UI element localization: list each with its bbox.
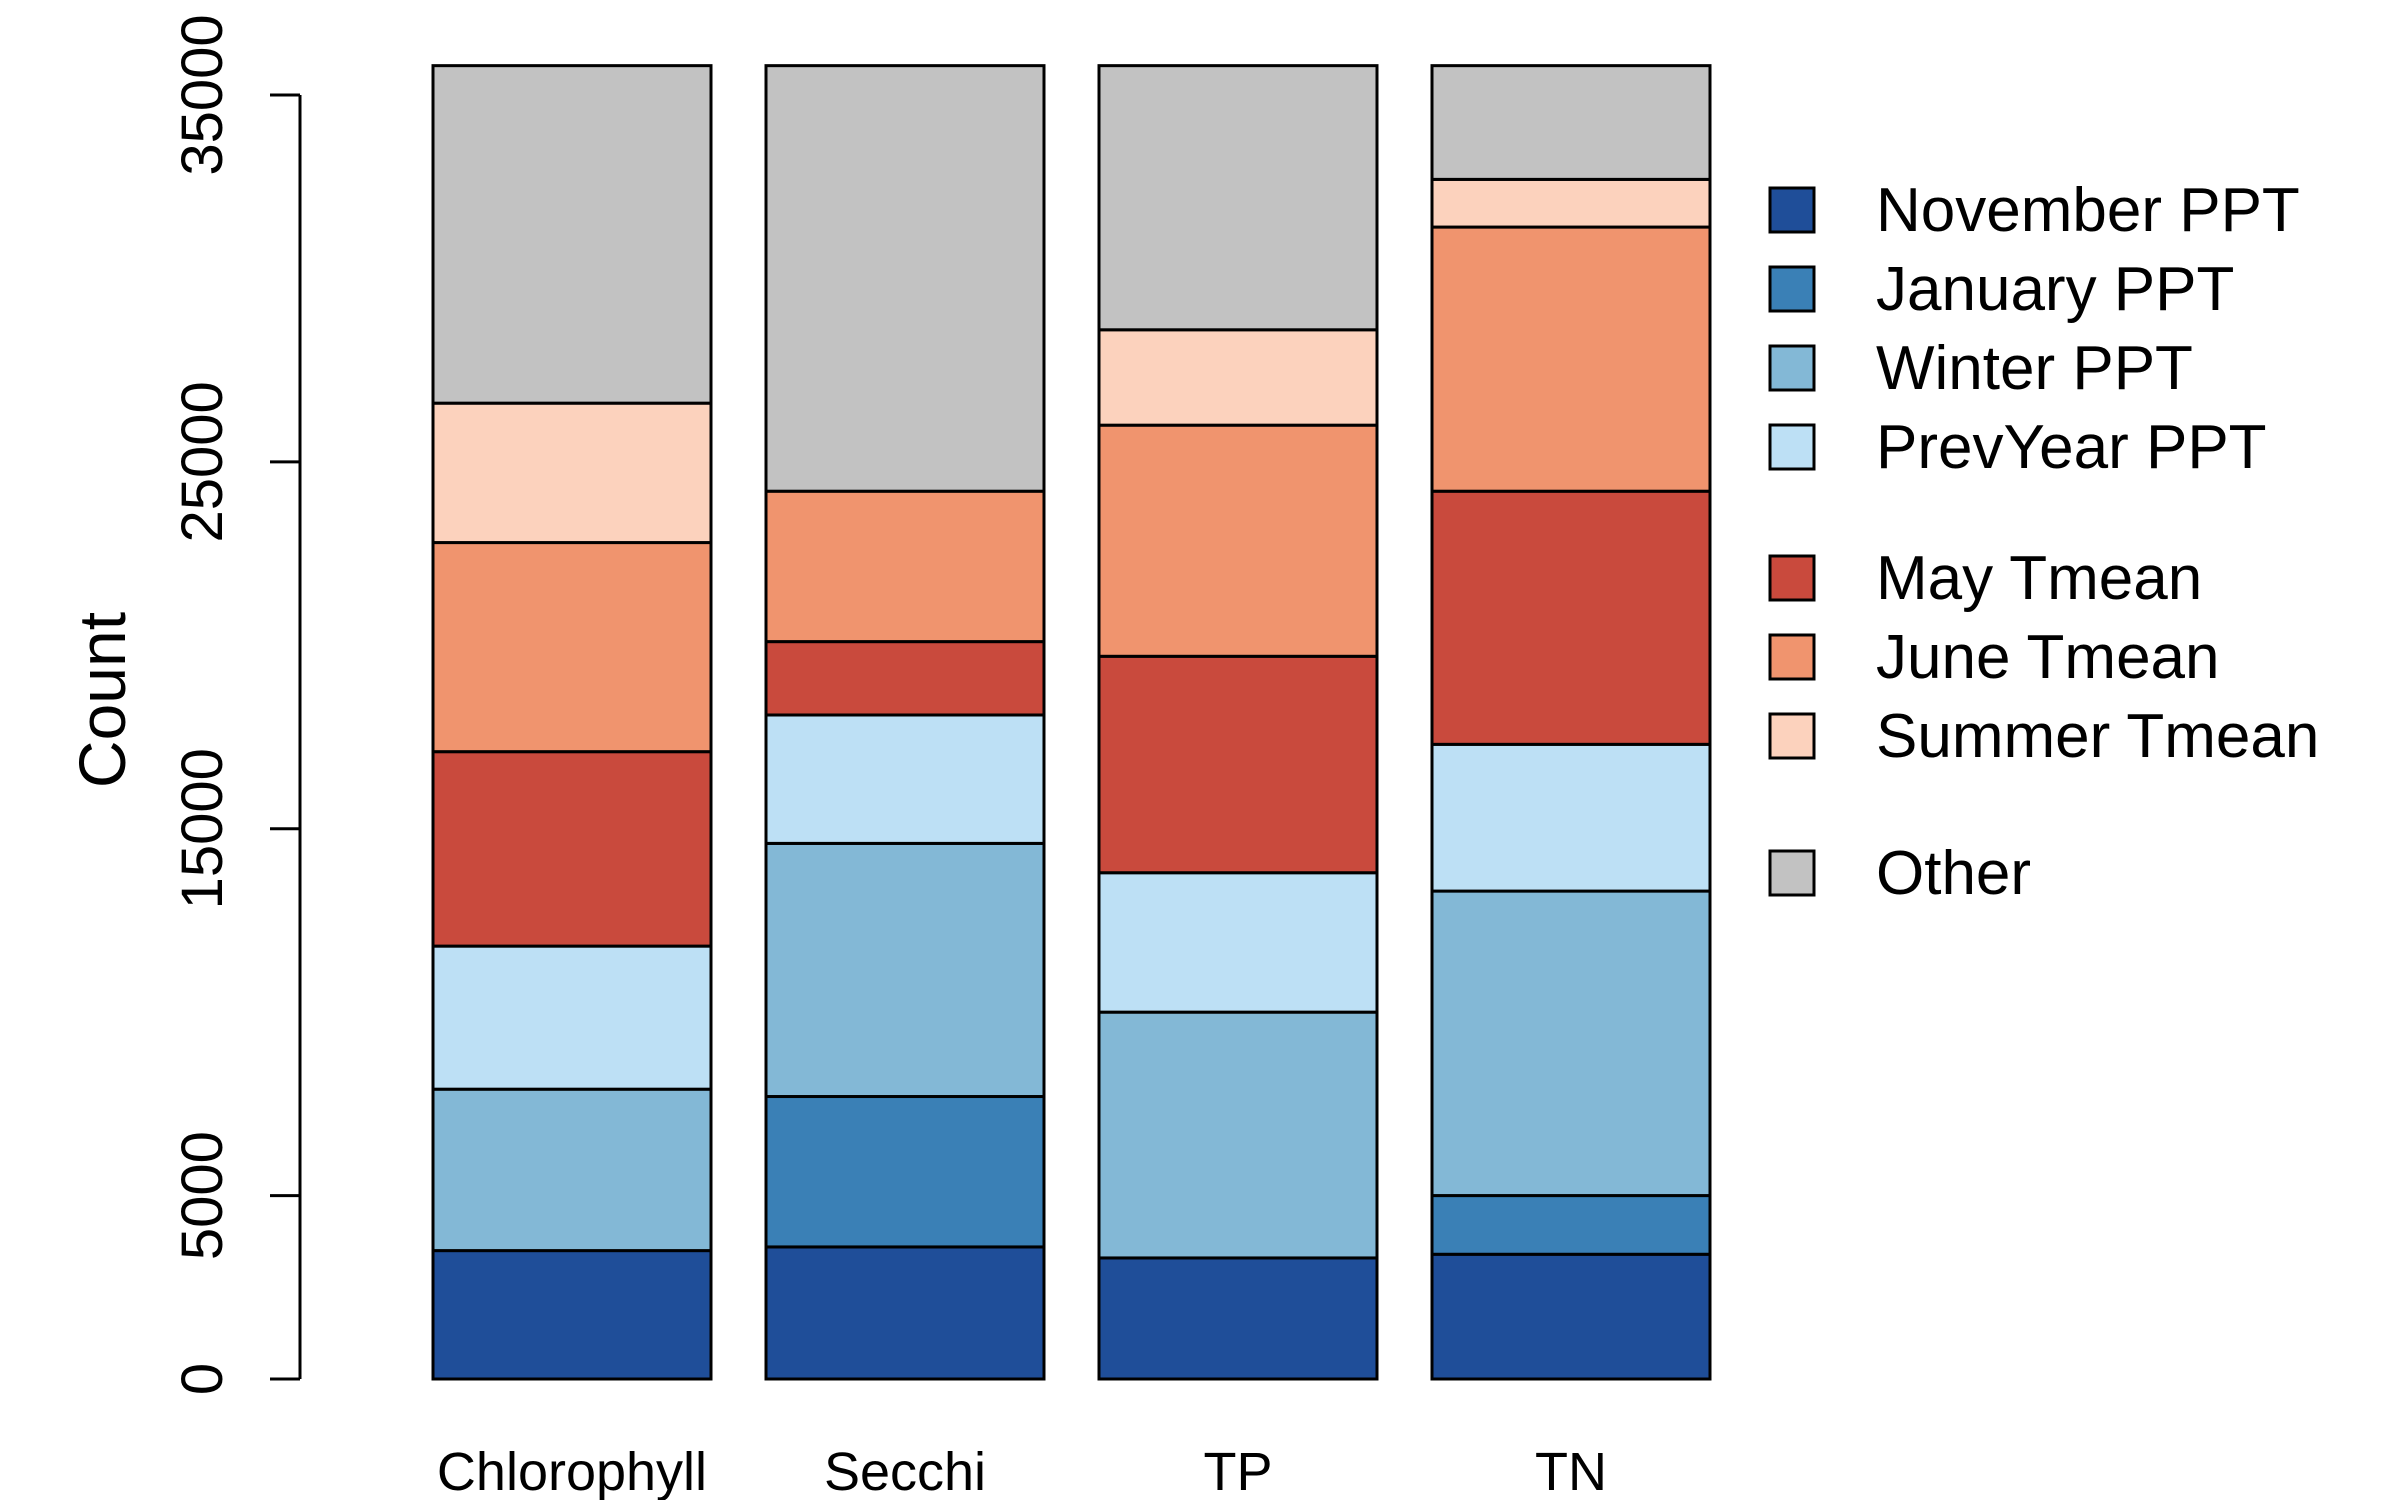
legend-label-november-ppt: November PPT (1876, 176, 2300, 245)
legend-swatch-may-tmean (1768, 554, 1816, 602)
bar-segment-tn-prevyear-ppt (1430, 742, 1712, 893)
legend: November PPT January PPT Winter PPT PrevYea… (1768, 176, 2319, 908)
bar-segment-secchi-winter-ppt (764, 841, 1046, 1099)
bar-segment-secchi-other (764, 64, 1046, 493)
legend-swatch-winter-ppt (1768, 344, 1816, 392)
legend-label-may-tmean: May Tmean (1876, 544, 2202, 613)
bar-segment-tn-june-tmean (1430, 225, 1712, 493)
legend-swatch-prevyear-ppt (1768, 423, 1816, 471)
bar-segment-tp-november-ppt (1097, 1256, 1379, 1381)
bar-segment-secchi-june-tmean (764, 489, 1046, 644)
x-tick-label-secchi: Secchi (824, 1442, 986, 1500)
bar-segment-chlorophyll-summer-tmean (431, 401, 713, 545)
bar-segment-tn-winter-ppt (1430, 889, 1712, 1198)
legend-swatch-summer-tmean (1768, 712, 1816, 760)
bar-segment-tn-may-tmean (1430, 489, 1712, 746)
x-axis-labels: Chlorophyll Secchi TP TN (437, 1442, 1607, 1500)
x-tick-label-tn: TN (1535, 1442, 1607, 1500)
legend-swatch-june-tmean (1768, 633, 1816, 681)
bar-segment-secchi-prevyear-ppt (764, 713, 1046, 845)
bars-group (431, 64, 1712, 1381)
y-tick-label-15000: 15000 (170, 748, 235, 909)
y-tick-label-35000: 35000 (170, 14, 235, 175)
legend-label-prevyear-ppt: PrevYear PPT (1876, 413, 2267, 482)
y-tick-label-0: 0 (170, 1363, 235, 1395)
bar-segment-tn-january-ppt (1430, 1194, 1712, 1256)
bar-segment-tn-summer-tmean (1430, 177, 1712, 229)
y-axis: 0 5000 15000 25000 35000 (170, 14, 302, 1395)
legend-label-winter-ppt: Winter PPT (1876, 334, 2193, 403)
bar-segment-tn-other (1430, 64, 1712, 181)
legend-swatch-january-ppt (1768, 265, 1816, 313)
bar-segment-chlorophyll-other (431, 64, 713, 405)
bar-segment-tp-summer-tmean (1097, 328, 1379, 427)
bar-segment-tp-may-tmean (1097, 654, 1379, 875)
y-axis-label: Count (65, 612, 139, 788)
legend-label-january-ppt: January PPT (1876, 255, 2234, 324)
bar-segment-chlorophyll-june-tmean (431, 541, 713, 754)
bar-segment-chlorophyll-winter-ppt (431, 1087, 713, 1253)
bar-segment-chlorophyll-november-ppt (431, 1249, 713, 1381)
bar-segment-chlorophyll-may-tmean (431, 750, 713, 948)
bar-segment-secchi-may-tmean (764, 640, 1046, 717)
bar-segment-tp-june-tmean (1097, 423, 1379, 658)
bar-segment-chlorophyll-prevyear-ppt (431, 944, 713, 1091)
bar-segment-tp-winter-ppt (1097, 1010, 1379, 1260)
x-tick-label-tp: TP (1203, 1442, 1272, 1500)
bar-segment-tp-prevyear-ppt (1097, 871, 1379, 1014)
bar-segment-secchi-january-ppt (764, 1095, 1046, 1249)
x-tick-label-chlorophyll: Chlorophyll (437, 1442, 707, 1500)
bar-segment-tn-november-ppt (1430, 1252, 1712, 1381)
y-tick-label-25000: 25000 (170, 381, 235, 542)
legend-label-other: Other (1876, 839, 2031, 908)
legend-label-june-tmean: June Tmean (1876, 623, 2220, 692)
legend-label-summer-tmean: Summer Tmean (1876, 702, 2319, 771)
legend-swatch-other (1768, 849, 1816, 897)
legend-swatch-november-ppt (1768, 186, 1816, 234)
y-tick-label-5000: 5000 (170, 1131, 235, 1260)
bar-segment-secchi-november-ppt (764, 1245, 1046, 1381)
bar-segment-tp-other (1097, 64, 1379, 332)
